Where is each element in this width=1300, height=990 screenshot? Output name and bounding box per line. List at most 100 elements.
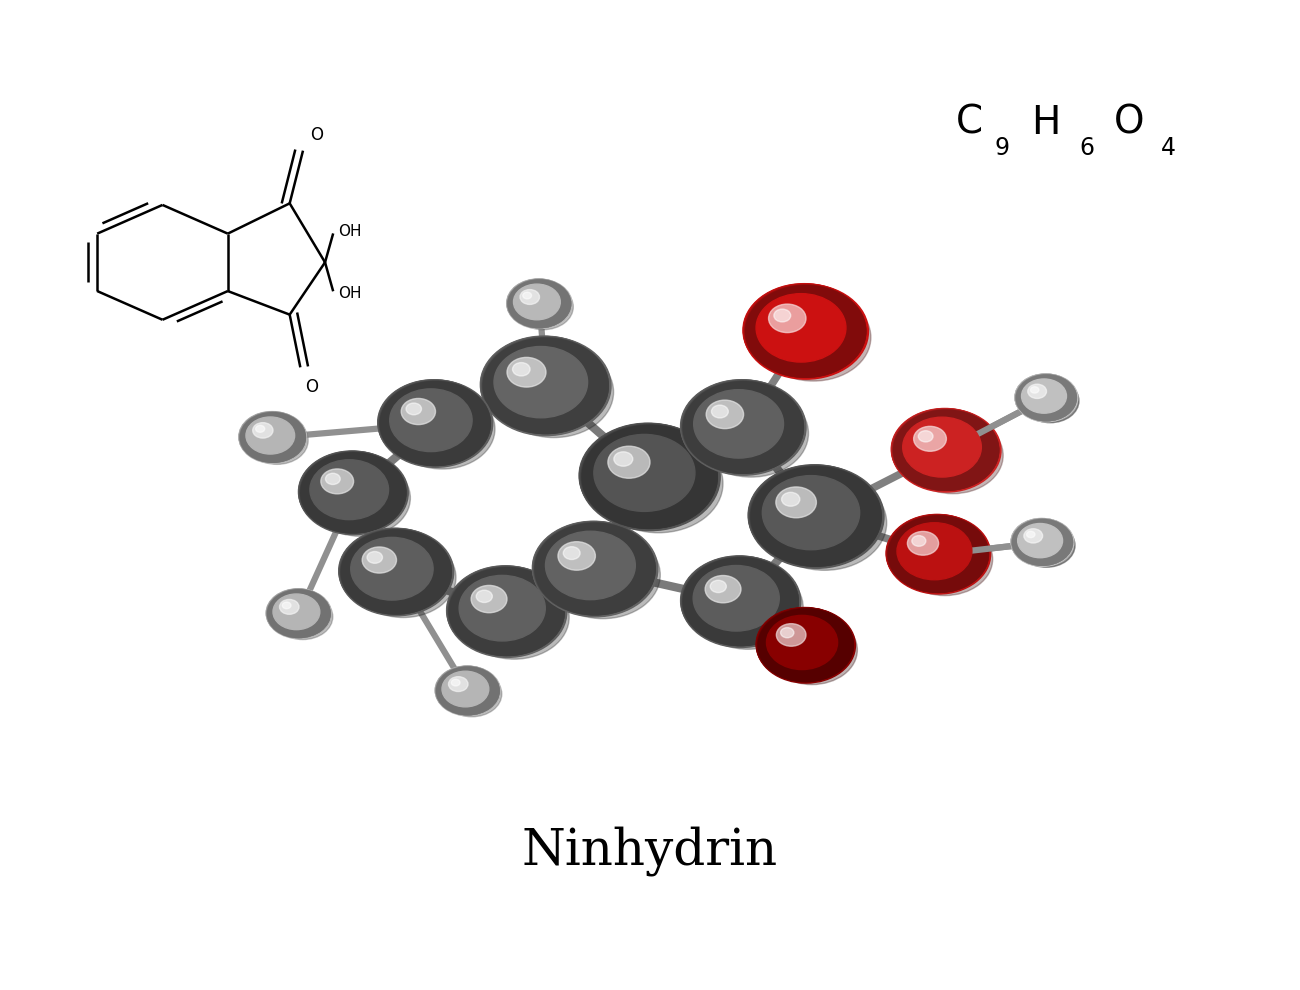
- Circle shape: [1017, 375, 1076, 421]
- Circle shape: [1015, 374, 1078, 422]
- Circle shape: [767, 616, 858, 685]
- Circle shape: [533, 522, 655, 615]
- Circle shape: [481, 337, 611, 436]
- Circle shape: [494, 346, 588, 418]
- Circle shape: [751, 467, 881, 566]
- Circle shape: [339, 529, 451, 614]
- Text: OH: OH: [338, 285, 361, 301]
- Circle shape: [280, 599, 299, 614]
- Circle shape: [239, 412, 306, 462]
- Circle shape: [437, 667, 499, 715]
- Circle shape: [1011, 519, 1072, 565]
- Circle shape: [580, 424, 716, 528]
- Circle shape: [508, 280, 571, 328]
- Circle shape: [776, 624, 806, 646]
- Circle shape: [459, 575, 545, 641]
- Circle shape: [239, 412, 307, 463]
- Circle shape: [367, 551, 382, 563]
- Circle shape: [594, 435, 723, 533]
- Circle shape: [239, 412, 306, 462]
- Circle shape: [1011, 519, 1074, 566]
- Circle shape: [682, 381, 803, 473]
- Circle shape: [1013, 520, 1072, 565]
- Circle shape: [1017, 375, 1076, 421]
- Circle shape: [442, 671, 489, 707]
- Circle shape: [309, 459, 389, 520]
- Circle shape: [776, 487, 816, 518]
- Circle shape: [282, 602, 291, 609]
- Circle shape: [762, 475, 887, 570]
- Text: 4: 4: [1161, 137, 1176, 160]
- Circle shape: [520, 290, 540, 305]
- Circle shape: [339, 529, 454, 616]
- Circle shape: [1018, 524, 1062, 557]
- Circle shape: [758, 609, 853, 681]
- Circle shape: [533, 522, 658, 617]
- Circle shape: [594, 435, 696, 512]
- Circle shape: [1011, 519, 1072, 565]
- Circle shape: [507, 279, 572, 329]
- Circle shape: [1022, 379, 1079, 423]
- Circle shape: [447, 566, 564, 655]
- Circle shape: [507, 279, 571, 328]
- Circle shape: [749, 465, 880, 565]
- Circle shape: [484, 339, 608, 434]
- Circle shape: [681, 556, 798, 645]
- Circle shape: [750, 466, 881, 566]
- Circle shape: [907, 532, 939, 555]
- Circle shape: [1027, 532, 1035, 538]
- Text: C: C: [956, 104, 983, 142]
- Circle shape: [745, 285, 866, 377]
- Circle shape: [1022, 379, 1079, 423]
- Circle shape: [757, 294, 871, 381]
- Circle shape: [1018, 524, 1075, 567]
- Circle shape: [893, 410, 998, 490]
- Circle shape: [681, 556, 798, 645]
- Circle shape: [768, 304, 806, 333]
- Circle shape: [892, 409, 1001, 492]
- Circle shape: [893, 410, 998, 490]
- Circle shape: [1011, 519, 1072, 565]
- Circle shape: [1013, 520, 1072, 565]
- Circle shape: [744, 284, 866, 377]
- Text: O: O: [311, 126, 324, 144]
- Circle shape: [682, 557, 798, 645]
- Circle shape: [300, 452, 406, 533]
- Circle shape: [436, 666, 499, 715]
- Circle shape: [893, 410, 998, 490]
- Circle shape: [608, 446, 650, 478]
- Circle shape: [749, 465, 881, 566]
- Circle shape: [534, 523, 655, 615]
- Circle shape: [448, 677, 468, 691]
- Circle shape: [341, 530, 451, 614]
- Circle shape: [781, 492, 800, 506]
- Circle shape: [682, 381, 803, 473]
- Circle shape: [508, 280, 571, 328]
- Circle shape: [507, 279, 571, 328]
- Circle shape: [1022, 379, 1066, 413]
- Circle shape: [299, 451, 406, 533]
- Circle shape: [406, 403, 421, 415]
- Circle shape: [682, 557, 798, 645]
- Circle shape: [757, 608, 853, 681]
- Circle shape: [1015, 374, 1076, 421]
- Circle shape: [1031, 387, 1039, 393]
- Circle shape: [918, 431, 933, 442]
- Circle shape: [534, 523, 655, 615]
- Circle shape: [514, 284, 560, 320]
- Circle shape: [1028, 384, 1046, 398]
- Circle shape: [246, 417, 308, 464]
- Circle shape: [240, 413, 306, 462]
- Circle shape: [750, 466, 881, 566]
- Circle shape: [693, 565, 803, 649]
- Circle shape: [309, 459, 411, 537]
- Circle shape: [580, 424, 720, 531]
- Circle shape: [1024, 529, 1043, 543]
- Circle shape: [892, 409, 998, 490]
- Circle shape: [744, 284, 866, 377]
- Circle shape: [437, 667, 499, 715]
- Circle shape: [300, 452, 406, 533]
- Circle shape: [341, 530, 451, 614]
- Circle shape: [681, 380, 803, 473]
- Circle shape: [1015, 374, 1076, 421]
